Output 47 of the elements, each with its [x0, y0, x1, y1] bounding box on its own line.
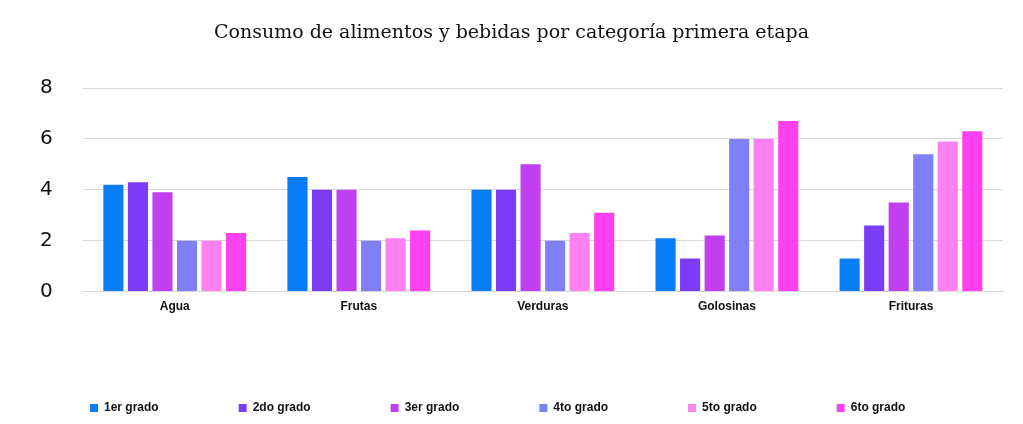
- bar: [864, 225, 885, 292]
- bar: [545, 240, 566, 292]
- legend-label: 6to grado: [850, 400, 906, 415]
- bar: [127, 182, 148, 292]
- x-tick-label: Agua: [159, 299, 191, 314]
- bar: [778, 121, 799, 292]
- bar: [385, 238, 406, 292]
- y-tick-label: 4: [39, 176, 53, 200]
- bar: [569, 233, 590, 292]
- y-tick-label: 6: [39, 125, 53, 150]
- bar: [729, 138, 750, 292]
- bar: [176, 240, 198, 292]
- x-tick-label: Frituras: [888, 299, 934, 314]
- y-tick-label: 8: [39, 74, 53, 99]
- legend-label: 1er grado: [104, 400, 159, 415]
- bar: [226, 233, 247, 292]
- bar: [704, 235, 725, 292]
- chart-title: Consumo de alimentos y bebidas por categoría primera etapa: [212, 19, 811, 44]
- legend-label: 4to grado: [553, 400, 609, 415]
- bar: [152, 192, 173, 292]
- bar: [103, 184, 124, 292]
- bar: [962, 131, 983, 292]
- bar: [753, 138, 774, 292]
- bar: [336, 189, 357, 292]
- bar: [520, 164, 541, 292]
- bar: [888, 202, 909, 292]
- bar: [311, 189, 333, 292]
- bar: [594, 212, 615, 292]
- bar: [937, 141, 958, 292]
- bar: [361, 240, 382, 292]
- bar: [655, 238, 676, 292]
- legend-label: 3er grado: [404, 400, 460, 415]
- bar: [201, 240, 222, 292]
- bar: [680, 258, 701, 292]
- x-tick-label: Verduras: [517, 299, 569, 314]
- bar: [839, 258, 860, 292]
- bar: [410, 230, 431, 292]
- x-tick-label: Frutas: [340, 299, 378, 314]
- bar: [913, 154, 934, 292]
- bar: [471, 189, 492, 292]
- legend-label: 5to grado: [702, 400, 757, 415]
- y-tick-label: 0: [39, 277, 53, 302]
- y-tick-label: 2: [39, 226, 53, 251]
- bar: [495, 189, 517, 292]
- x-tick-label: Golosinas: [697, 299, 757, 314]
- bar: [287, 177, 308, 292]
- legend-label: 2do grado: [252, 400, 311, 415]
